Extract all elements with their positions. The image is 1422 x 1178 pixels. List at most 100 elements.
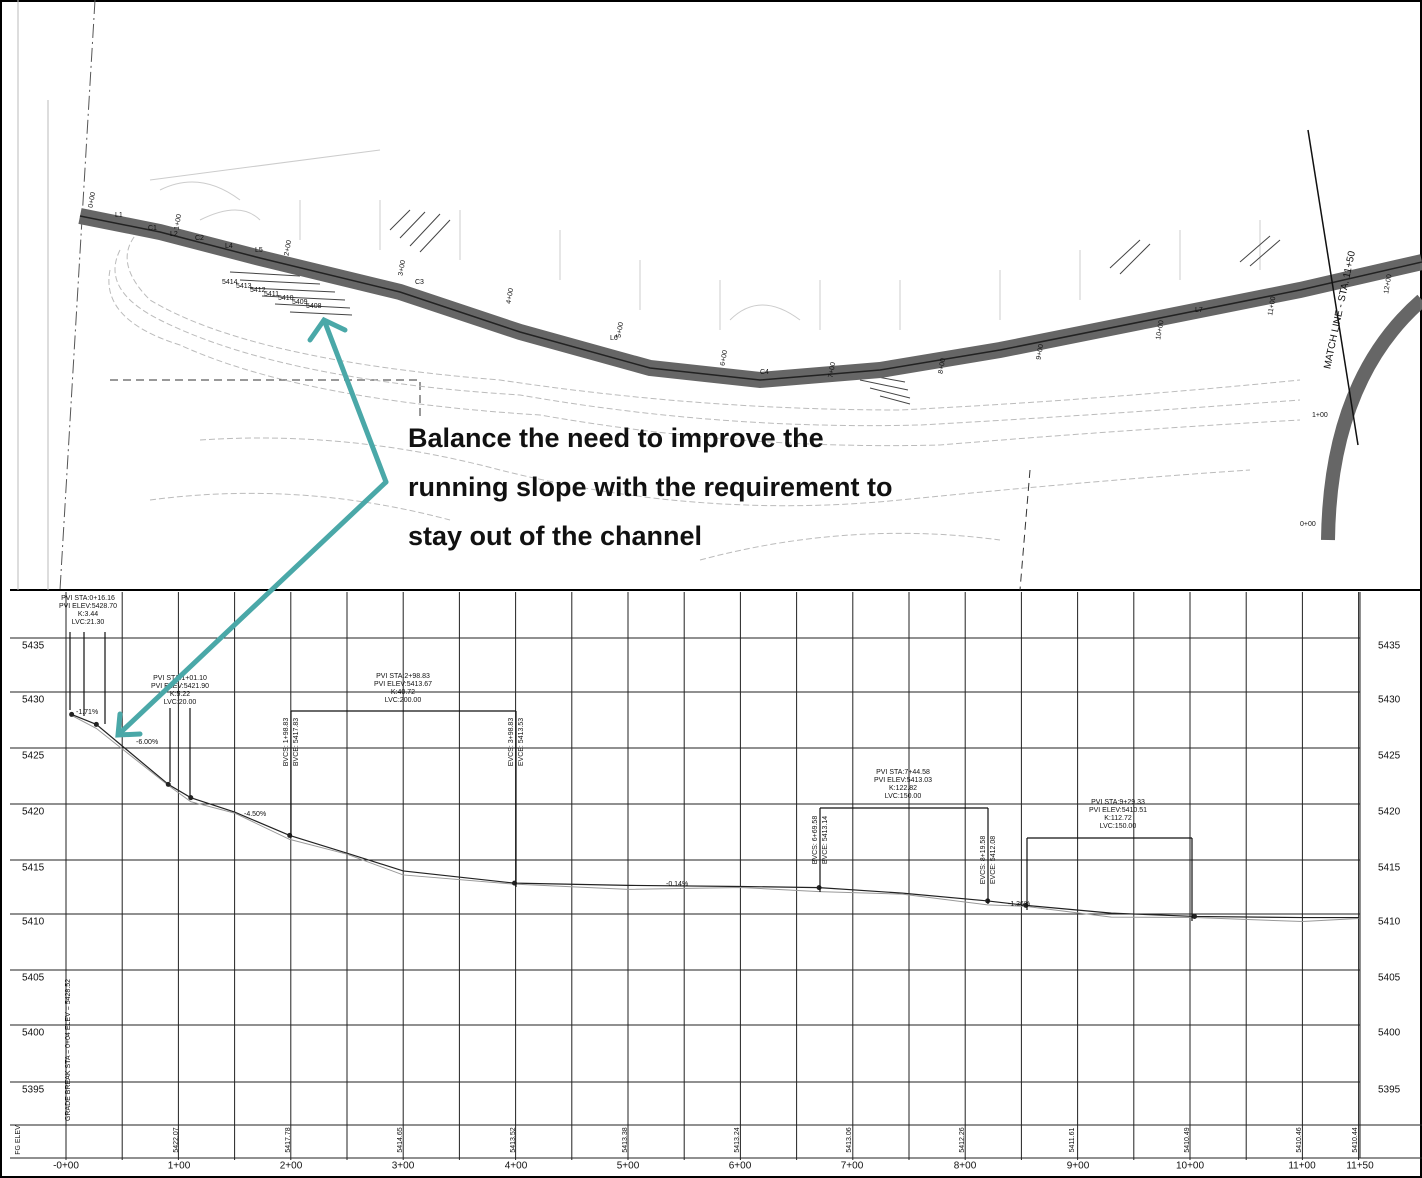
elevation-label: 5395: [22, 1085, 45, 1096]
existing-ground: [71, 714, 1359, 923]
fg-elevation: 5414.65: [397, 1127, 404, 1152]
station-label: 4+00: [506, 288, 516, 305]
fg-elevation: 5410.44: [1352, 1127, 1359, 1152]
slope-label: -1.36%: [1008, 901, 1030, 908]
property-line: [110, 379, 1031, 591]
contour-label: 5410: [278, 295, 294, 302]
fg-elevation: 5422.07: [173, 1127, 180, 1152]
curve-label: L4: [225, 243, 233, 250]
station-label: 6+00: [720, 350, 730, 367]
pvi-bracket: [1026, 837, 1193, 921]
fg-elevation: 5410.46: [1296, 1127, 1303, 1152]
elevation-label: 5405: [1378, 973, 1401, 984]
vc-label: EVCS: 3+98.83: [508, 718, 515, 767]
vc-label: BVCE: 5417.83: [293, 718, 300, 766]
curve-label: C1: [148, 225, 157, 232]
vc-label: BVCS: 6+69.58: [812, 816, 819, 865]
pvi-label: K:112.72: [1104, 815, 1132, 822]
station-label: 11+50: [1346, 1161, 1374, 1172]
pvi-label: PVI ELEV:5413.03: [874, 777, 932, 784]
elevation-label: 5415: [1378, 863, 1401, 874]
vc-label: EVCS: 8+19.58: [980, 836, 987, 885]
pvi-label: PVI STA:7+44.58: [876, 769, 930, 776]
slope-label: -4.50%: [244, 811, 266, 818]
station-label: 4+00: [505, 1161, 528, 1172]
elevation-label: 5430: [1378, 695, 1401, 706]
pvi-bracket: [819, 807, 989, 904]
pvi-label: PVI STA:9+29.33: [1091, 799, 1145, 806]
vc-point: [1191, 913, 1197, 919]
slope-label: -6.00%: [136, 739, 158, 746]
fg-elevation: 5410.49: [1184, 1127, 1191, 1152]
curve-label: C2: [195, 235, 204, 242]
pvi-label: PVI STA:0+16.16: [61, 595, 115, 602]
contour-label: 5413: [236, 283, 252, 290]
vc-label: EVCE: 5413.53: [518, 718, 525, 766]
pvi-label: PVI ELEV:5421.90: [151, 683, 209, 690]
fg-elevation: 5412.26: [959, 1127, 966, 1152]
elevation-label: 5415: [22, 863, 45, 874]
station-label: 2+00: [280, 1161, 303, 1172]
elevation-label: 5435: [22, 641, 45, 652]
station-label: 9+00: [1036, 344, 1046, 361]
station-label: 7+00: [828, 362, 838, 379]
annotation: Balance the need to improve the running s…: [115, 316, 893, 738]
fg-header: FG ELEV: [15, 1125, 22, 1155]
pvi-label: PVI ELEV:5413.67: [374, 681, 432, 688]
pvi-label: K:3.44: [78, 611, 98, 618]
pvi-label: K:5.22: [170, 691, 190, 698]
elevation-label: 5435: [1378, 641, 1401, 652]
centerline: [79, 215, 1422, 381]
pvi-label: PVI ELEV:5410.51: [1089, 807, 1147, 814]
ramp-station-label: 0+00: [1300, 521, 1316, 528]
station-label: 3+00: [398, 260, 408, 277]
contour-label: 5408: [306, 303, 322, 310]
elevation-label: 5430: [22, 695, 45, 706]
slope-label: -1.71%: [76, 709, 98, 716]
station-label: 1+00: [174, 214, 184, 231]
elevation-label: 5405: [22, 973, 45, 984]
elevation-label: 5395: [1378, 1085, 1401, 1096]
pvi-bracket: [290, 710, 517, 887]
elevation-label: 5410: [1378, 917, 1401, 928]
pvi-label: K:40.72: [391, 689, 415, 696]
elevation-label: 5420: [1378, 807, 1401, 818]
vc-point: [69, 711, 75, 717]
curve-label: L2: [170, 231, 178, 238]
pvi-label: LVC:21.30: [72, 619, 105, 626]
station-label: 1+00: [168, 1161, 191, 1172]
contour-label: 5411: [264, 291, 279, 298]
vc-label: EVCE: 5412.08: [990, 836, 997, 884]
pvi-bracket: [169, 708, 191, 796]
elevation-label: 5410: [22, 917, 45, 928]
fg-elevation: 5413.24: [734, 1127, 741, 1152]
station-label: 9+00: [1067, 1161, 1090, 1172]
elevation-label: 5420: [22, 807, 45, 818]
fg-elevation: 5413.52: [510, 1127, 517, 1152]
vc-point: [165, 781, 171, 787]
pvi-label: K:122.82: [889, 785, 917, 792]
curve-label: C3: [415, 279, 424, 286]
station-label: 2+00: [284, 240, 294, 257]
ramp-station-label: 1+00: [1312, 412, 1328, 419]
station-label: 11+00: [1267, 296, 1277, 316]
annotation-text: stay out of the channel: [408, 521, 702, 551]
lots: [149, 149, 1261, 330]
profile-view: 5435 5435 5430 5430 5425 5425 5420 5420 5415 5415…: [10, 592, 1422, 1172]
contour-label: 5409: [292, 299, 308, 306]
pvi-bracket: [69, 632, 106, 724]
elevation-label: 5425: [1378, 751, 1401, 762]
match-line: [1307, 129, 1359, 446]
fg-elevation: 5417.78: [285, 1127, 292, 1152]
curve-label: L7: [1195, 307, 1203, 314]
annotation-text: running slope with the requirement to: [408, 472, 893, 502]
pvi-label: PVI ELEV:5428.70: [59, 603, 117, 610]
pvi-label: LVC:20.00: [164, 699, 197, 706]
edge-line: [17, 0, 49, 590]
fg-elevation: 5413.38: [622, 1127, 629, 1152]
station-label: 5+00: [616, 322, 626, 339]
station-label: 10+00: [1176, 1161, 1205, 1172]
station-label: 8+00: [954, 1161, 977, 1172]
